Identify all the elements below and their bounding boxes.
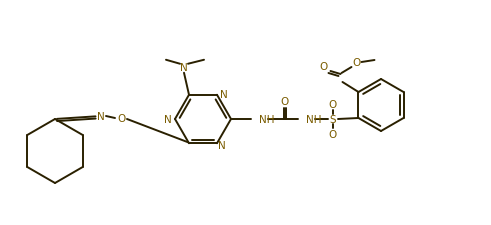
Text: S: S	[329, 115, 336, 124]
Text: O: O	[281, 97, 289, 106]
Text: N: N	[97, 112, 105, 122]
Text: O: O	[353, 58, 360, 68]
Text: O: O	[329, 129, 337, 139]
Text: NH: NH	[306, 115, 322, 124]
Text: N: N	[218, 141, 226, 151]
Text: O: O	[117, 113, 125, 124]
Text: N: N	[164, 115, 172, 124]
Text: N: N	[220, 89, 228, 99]
Text: O: O	[329, 99, 337, 110]
Text: NH: NH	[259, 115, 274, 124]
Text: O: O	[319, 62, 327, 72]
Text: N: N	[180, 63, 188, 72]
